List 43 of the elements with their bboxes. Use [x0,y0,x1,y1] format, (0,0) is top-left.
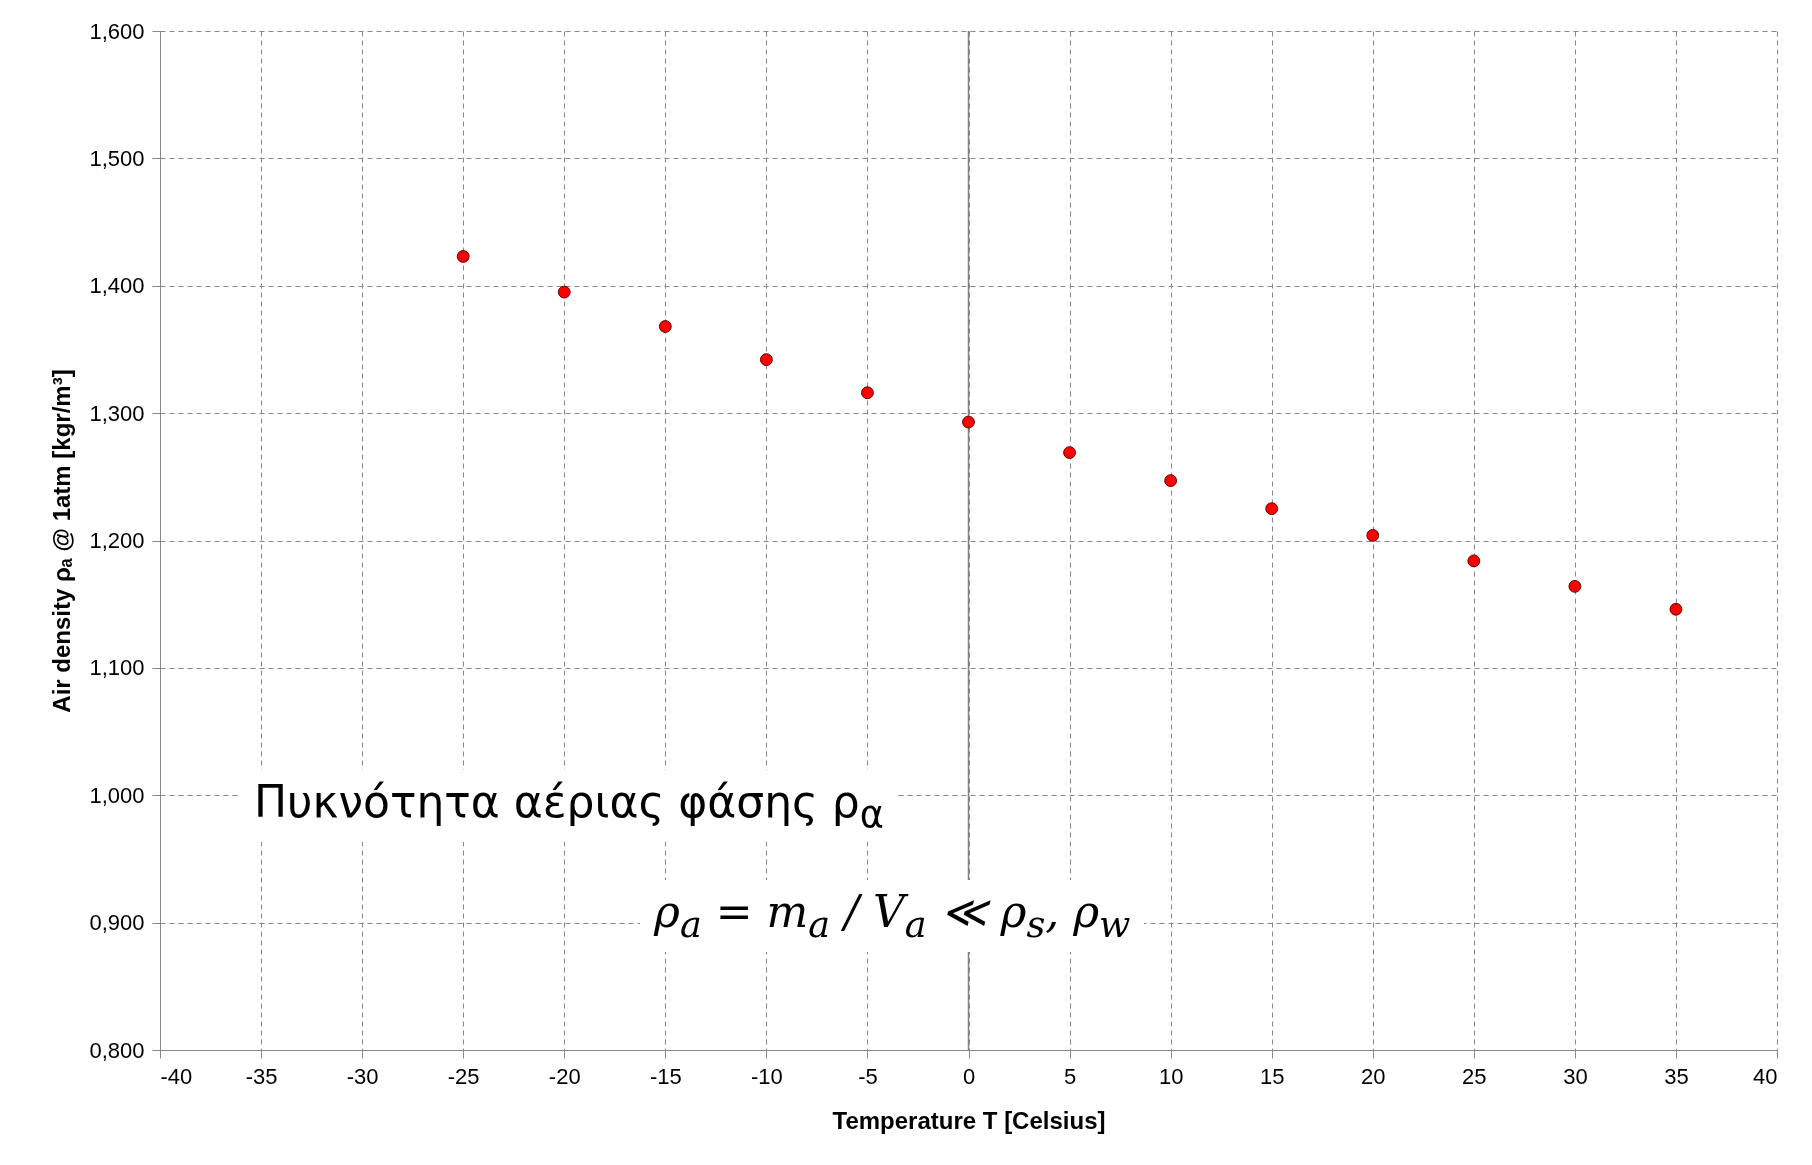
x-tick-label: -40 [160,1063,193,1089]
point [1568,579,1582,593]
x-tick-label: 10 [1158,1063,1184,1089]
x-tick-label: 5 [1063,1063,1077,1089]
point [1669,602,1683,616]
point [1063,446,1076,460]
y-tick-label: 1,400 [89,273,145,299]
x-tick-label: 20 [1361,1063,1386,1089]
y-tick-label: 1,600 [89,18,145,44]
y-tick-label: 1,100 [89,655,145,681]
y-tick-label: 0,800 [89,1037,145,1063]
point [557,285,571,299]
x-tick-label: 35 [1664,1063,1689,1089]
point [1265,502,1279,516]
y-tick-label: 0,900 [89,910,145,936]
x-tick-label: 0 [962,1063,976,1089]
point [658,320,672,333]
x-tick-label: -10 [750,1063,783,1089]
y-tick-label: 1,200 [89,528,145,553]
x-tick-label: -25 [447,1063,480,1089]
x-tick-label: -20 [548,1063,581,1089]
x-tick-label: -30 [346,1063,379,1089]
point [759,353,773,367]
x-axis-title: Temperature T [Celsius] [832,1106,1106,1134]
point [1467,554,1481,568]
point [861,386,874,400]
y-tick-label: 1,000 [89,782,145,808]
text: ρ$_{a}$ = m$_{a}$ / V$_{a}$ ≪ ρ$_{s}$, ρ$_{w}$ [654,886,1131,946]
x-tick-label: 30 [1563,1063,1588,1089]
y-axis-title: Air density ρₐ @ 1atm [kgr/m³] [48,369,76,713]
x-tick-label: -35 [245,1063,278,1089]
y-tick-label: 1,300 [89,400,145,426]
x-tick-label: 40 [1753,1063,1778,1089]
point [962,415,975,429]
point [1164,474,1178,488]
x-tick-label: -5 [858,1063,878,1089]
annotation: Πυκνότητα αέριας φάσης ρ$_{α}$ [240,770,898,842]
point [456,250,470,263]
x-tick-label: 15 [1259,1063,1285,1089]
x-tick-label: -15 [649,1063,682,1089]
point [1366,529,1380,542]
x-tick-label: 25 [1462,1063,1487,1089]
y-tick-label: 1,500 [89,145,145,171]
